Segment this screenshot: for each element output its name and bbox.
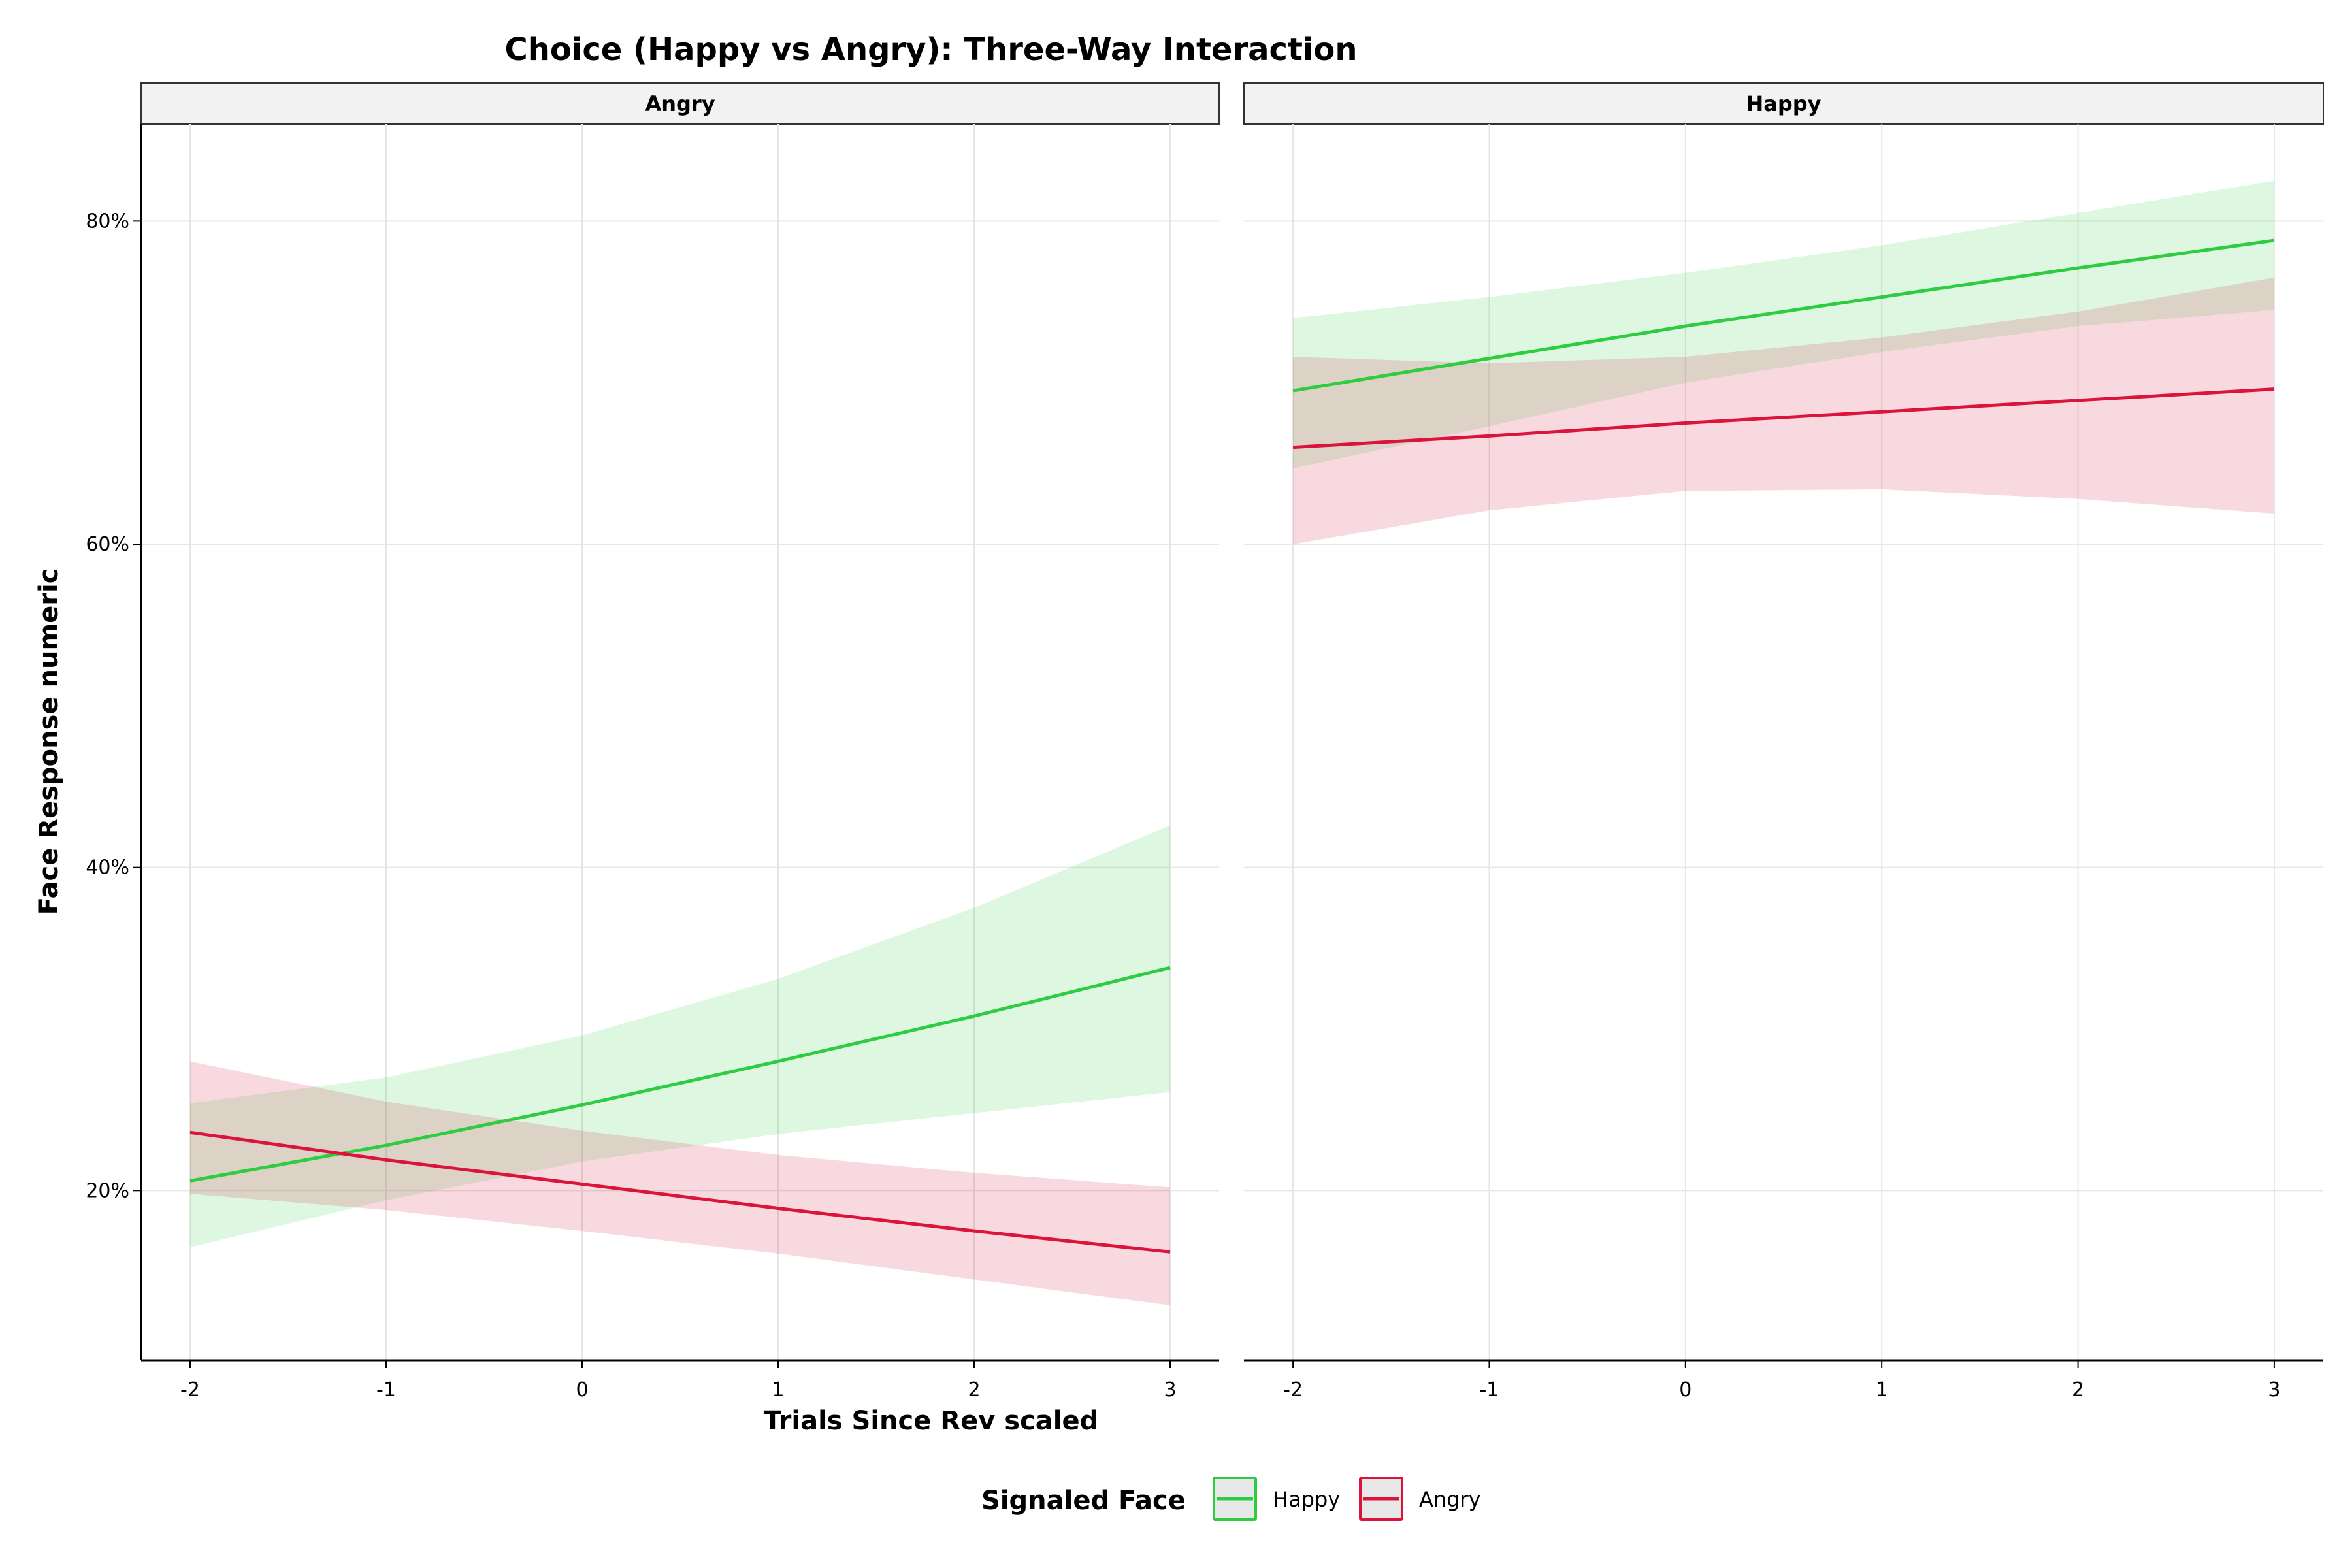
x-tick-label-happy-2: 0 (1679, 1379, 1691, 1401)
x-tick-label-happy-5: 3 (2268, 1379, 2280, 1401)
legend-label-angry: Angry (1419, 1487, 1481, 1512)
facet-strip-label-angry: Angry (645, 91, 715, 116)
x-tick-label-happy-3: 1 (1876, 1379, 1888, 1401)
x-axis-title: Trials Since Rev scaled (764, 1406, 1098, 1436)
chart-title: Choice (Happy vs Angry): Three-Way Inter… (504, 31, 1357, 68)
x-tick-label-happy-4: 2 (2072, 1379, 2084, 1401)
x-tick-label-happy-0: -2 (1283, 1379, 1303, 1401)
x-tick-label-angry-0: -2 (180, 1379, 200, 1401)
y-tick-label-1: 40% (86, 857, 129, 879)
legend-label-happy: Happy (1273, 1487, 1340, 1512)
legend-title: Signaled Face (981, 1486, 1186, 1516)
y-tick-label-0: 20% (86, 1179, 129, 1202)
x-tick-label-angry-3: 1 (772, 1379, 784, 1401)
x-tick-label-angry-4: 2 (968, 1379, 980, 1401)
x-tick-label-angry-2: 0 (576, 1379, 588, 1401)
x-tick-label-angry-1: -1 (376, 1379, 396, 1401)
facet-strip-label-happy: Happy (1746, 91, 1821, 116)
y-tick-label-3: 80% (86, 210, 129, 233)
x-tick-label-angry-5: 3 (1164, 1379, 1176, 1401)
y-tick-label-2: 60% (86, 533, 129, 556)
x-tick-label-happy-1: -1 (1479, 1379, 1499, 1401)
y-axis-title: Face Response numeric (34, 568, 64, 915)
